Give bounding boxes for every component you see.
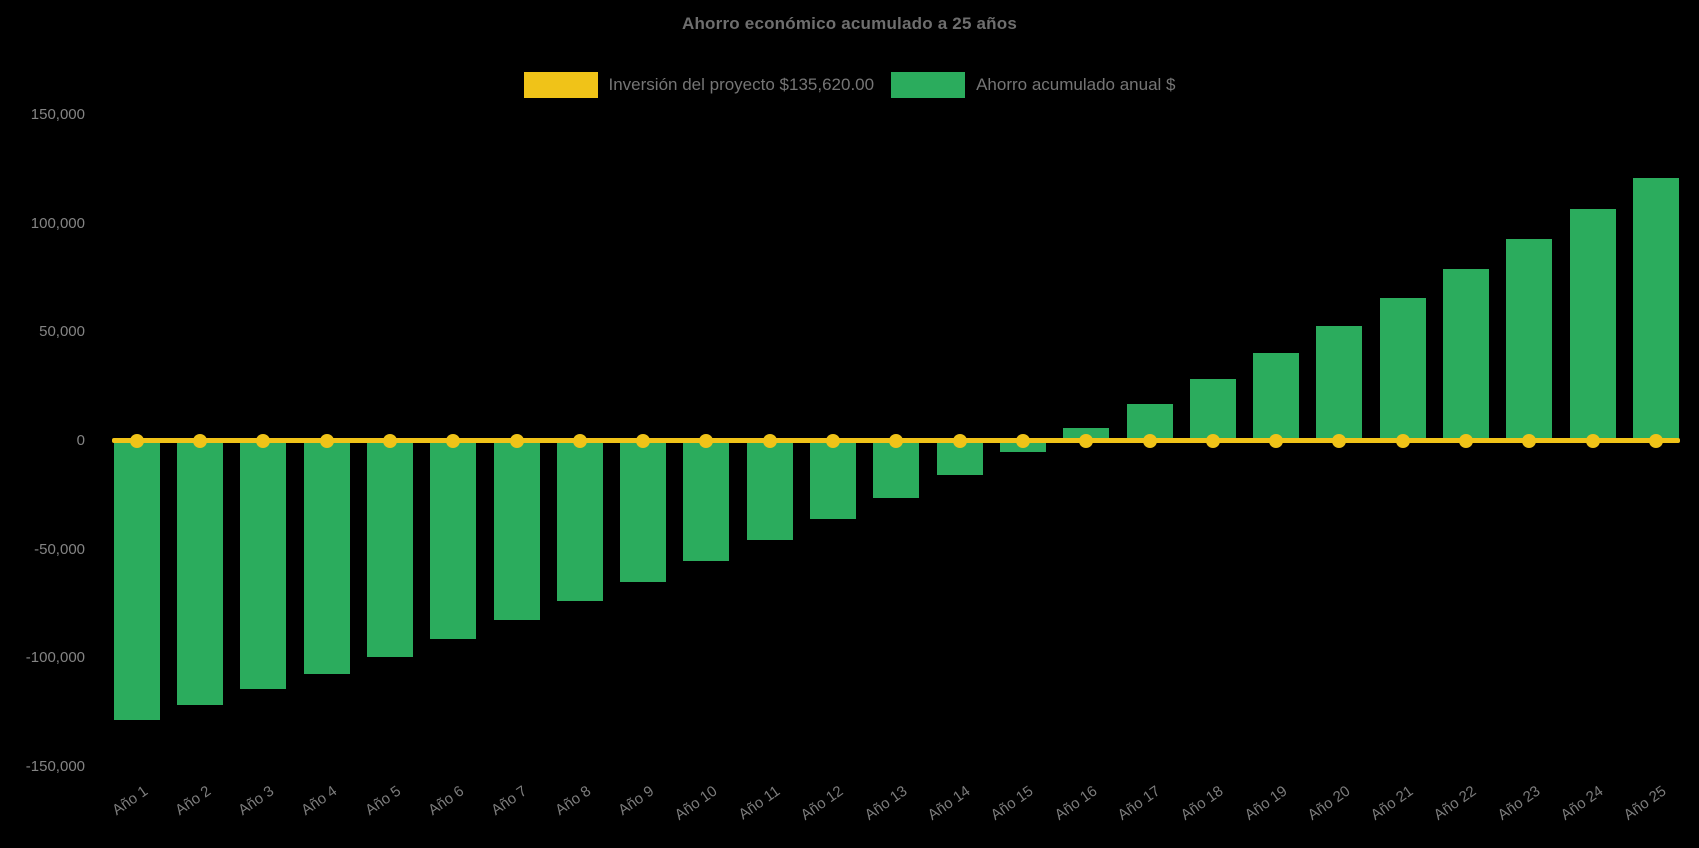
investment-line-point[interactable]	[1648, 433, 1663, 448]
investment-line-point[interactable]	[826, 433, 840, 448]
y-axis-label: 0	[76, 432, 85, 450]
bar-año-3[interactable]	[240, 440, 287, 690]
y-axis-label: -150,000	[25, 758, 85, 776]
x-axis-label: Año 22	[1431, 782, 1480, 824]
legend-swatch-savings-bars	[891, 72, 966, 98]
x-axis-label: Año 4	[298, 782, 341, 819]
y-axis-label: -50,000	[34, 540, 85, 558]
investment-line-point[interactable]	[1142, 433, 1157, 448]
investment-line-point[interactable]	[1079, 433, 1094, 448]
x-axis-label: Año 19	[1241, 782, 1290, 824]
x-axis-label: Año 14	[924, 782, 974, 824]
investment-line-point[interactable]	[952, 433, 967, 448]
x-axis-label: Año 9	[615, 782, 657, 819]
x-axis-label: Año 13	[861, 782, 911, 824]
bar-año-7[interactable]	[493, 440, 540, 621]
x-axis-label: Año 5	[361, 782, 404, 819]
x-axis-label: Año 11	[735, 782, 784, 824]
x-axis-label: Año 7	[488, 782, 531, 819]
x-axis-label: Año 8	[551, 782, 594, 819]
bar-año-9[interactable]	[620, 440, 667, 582]
x-axis-label: Año 15	[988, 782, 1037, 824]
investment-line-point[interactable]	[193, 433, 207, 448]
investment-line-point[interactable]	[1205, 433, 1220, 448]
investment-line-point[interactable]	[509, 433, 524, 448]
x-axis-label: Año 3	[235, 782, 278, 819]
bar-año-1[interactable]	[113, 440, 160, 720]
x-axis-label: Año 21	[1367, 782, 1417, 824]
investment-line-point[interactable]	[1585, 433, 1600, 448]
x-axis-label: Año 25	[1621, 782, 1670, 824]
x-axis-label: Año 20	[1304, 782, 1354, 824]
bar-año-13[interactable]	[873, 440, 920, 499]
x-axis-label: Año 10	[671, 782, 721, 824]
bar-año-2[interactable]	[177, 440, 223, 705]
investment-line-point[interactable]	[572, 433, 587, 448]
chart-title: Ahorro económico acumulado a 25 años	[682, 14, 1017, 33]
investment-line-point[interactable]	[319, 433, 334, 448]
investment-line-point[interactable]	[889, 433, 904, 448]
bar-año-5[interactable]	[366, 440, 413, 657]
investment-line-point[interactable]	[129, 433, 144, 448]
investment-line-point[interactable]	[762, 433, 777, 448]
investment-line-point[interactable]	[1332, 433, 1347, 448]
x-axis-label: Año 23	[1494, 782, 1544, 824]
y-axis-label: 150,000	[30, 106, 85, 124]
bar-año-24[interactable]	[1569, 209, 1616, 441]
y-axis-label: 50,000	[39, 323, 85, 341]
bar-año-11[interactable]	[746, 440, 793, 541]
investment-line-point[interactable]	[699, 433, 714, 448]
investment-line-point[interactable]	[1269, 433, 1284, 448]
investment-line-point[interactable]	[382, 433, 397, 448]
bar-año-18[interactable]	[1189, 379, 1236, 441]
investment-line-point[interactable]	[1395, 433, 1410, 448]
bar-año-20[interactable]	[1316, 325, 1363, 441]
investment-line-point[interactable]	[256, 433, 271, 448]
bar-año-19[interactable]	[1253, 352, 1300, 441]
x-axis-label: Año 18	[1177, 782, 1227, 824]
x-axis-label: Año 6	[425, 782, 468, 819]
bar-año-8[interactable]	[556, 440, 603, 602]
investment-line-point[interactable]	[1015, 433, 1030, 448]
bar-año-12[interactable]	[810, 440, 856, 520]
x-axis-label: Año 24	[1557, 782, 1607, 824]
legend-label-investment: Inversión del proyecto $135,620.00	[608, 75, 875, 94]
x-axis-label: Año 12	[798, 782, 847, 824]
x-axis-label: Año 17	[1114, 782, 1164, 824]
legend-swatch-investment-line	[523, 72, 598, 98]
bar-año-25[interactable]	[1632, 178, 1679, 441]
bar-año-6[interactable]	[430, 440, 477, 640]
bar-año-23[interactable]	[1506, 239, 1553, 441]
investment-line-point[interactable]	[1459, 433, 1473, 448]
bar-año-4[interactable]	[303, 440, 350, 674]
investment-line-point[interactable]	[636, 433, 651, 448]
x-axis-label: Año 2	[172, 782, 214, 819]
y-axis-label: -100,000	[25, 649, 85, 667]
bar-año-10[interactable]	[683, 440, 730, 561]
x-axis-label: Año 16	[1051, 782, 1101, 824]
bar-año-22[interactable]	[1443, 268, 1489, 441]
investment-line-point[interactable]	[1522, 433, 1537, 448]
legend: Inversión del proyecto $135,620.00 Ahorr…	[0, 72, 1699, 98]
x-axis-label: Año 1	[108, 782, 151, 819]
investment-line-point[interactable]	[446, 433, 461, 448]
legend-label-savings: Ahorro acumulado anual $	[976, 75, 1176, 94]
y-axis-label: 100,000	[30, 214, 85, 232]
bar-año-21[interactable]	[1379, 298, 1426, 441]
